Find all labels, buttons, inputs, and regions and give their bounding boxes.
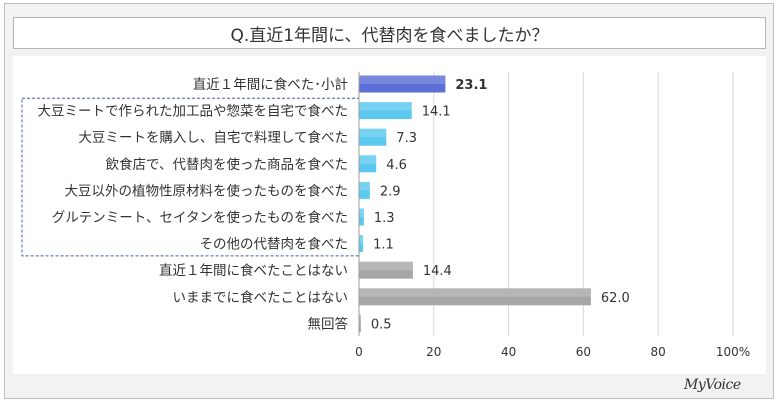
bar-highlight — [359, 75, 446, 84]
bar-highlight — [359, 181, 370, 191]
value-label: 7.3 — [396, 131, 417, 146]
bar — [359, 155, 377, 173]
bar-highlight — [359, 208, 364, 217]
category-label: 大豆ミートを購入し、自宅で料理して食べた — [78, 129, 348, 146]
value-label: 0.5 — [371, 317, 392, 332]
category-label: 無回答 — [308, 315, 349, 332]
value-label: 62.0 — [601, 291, 630, 306]
myvoice-logo: MyVoice — [684, 377, 741, 393]
bar — [359, 261, 413, 279]
bar-highlight — [359, 128, 387, 138]
bar — [359, 288, 591, 306]
bar-highlight — [359, 235, 364, 244]
category-label: 大豆以外の植物性原材料を使ったものを食べた — [65, 182, 349, 199]
bar — [359, 128, 387, 146]
category-label: グルテンミート、セイタンを使ったものを食べた — [52, 209, 348, 226]
value-label: 2.9 — [380, 184, 401, 199]
category-label: 飲食店で、代替肉を使った商品を食べた — [106, 156, 348, 173]
x-tick-label: 40 — [501, 345, 516, 359]
category-label: 直近１年間に食べたことはない — [159, 262, 348, 279]
category-label: 直近１年間に食べた･小計 — [193, 76, 348, 93]
value-label: 4.6 — [386, 158, 407, 173]
value-label: 23.1 — [455, 78, 487, 93]
bar — [359, 235, 364, 253]
x-tick-label: 100% — [716, 345, 750, 359]
chart-frame: Q.直近1年間に、代替肉を食べましたか？ — [4, 3, 774, 399]
category-label: いままでに食べたことはない — [173, 289, 349, 306]
bar — [359, 314, 361, 332]
x-tick-label: 0 — [355, 345, 363, 359]
category-label: 大豆ミートで作られた加工品や惣菜を自宅で食べた — [38, 103, 349, 120]
category-label: その他の代替肉を食べた — [200, 236, 349, 253]
bar-highlight — [359, 314, 361, 324]
x-tick-label: 80 — [651, 345, 666, 359]
x-tick-label: 20 — [426, 345, 441, 359]
value-label: 14.1 — [422, 105, 451, 120]
bar — [359, 75, 446, 93]
bar — [359, 208, 364, 226]
x-tick-label: 60 — [576, 345, 591, 359]
value-label: 1.1 — [373, 238, 394, 253]
chart-title: Q.直近1年間に、代替肉を食べましたか？ — [13, 17, 766, 49]
bar — [359, 102, 412, 120]
bar-highlight — [359, 102, 412, 111]
value-label: 14.4 — [423, 264, 452, 279]
bar — [359, 181, 370, 199]
bar-highlight — [359, 261, 413, 271]
value-label: 1.3 — [374, 211, 395, 226]
bar-highlight — [359, 288, 591, 297]
detail-group-box — [21, 97, 360, 257]
bar-highlight — [359, 155, 377, 164]
